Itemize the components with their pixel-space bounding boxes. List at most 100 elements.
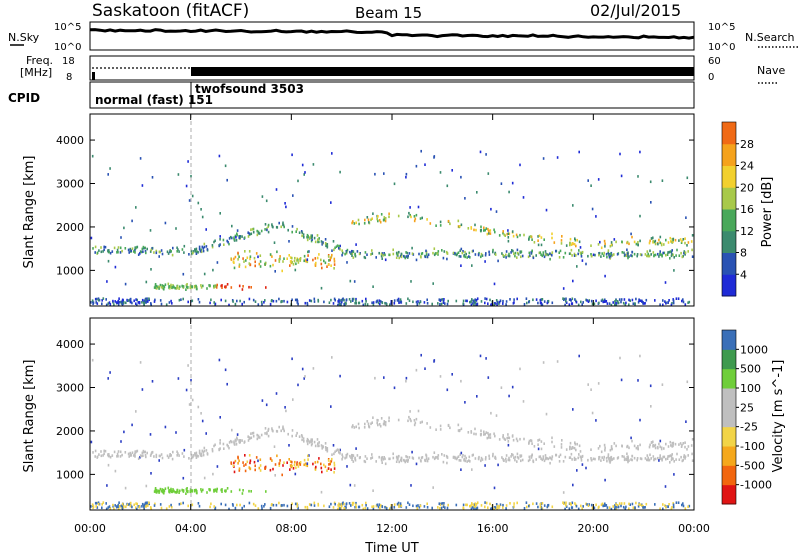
- range-gate-cell: [608, 457, 610, 461]
- range-gate-cell: [374, 376, 376, 380]
- range-gate-cell: [151, 451, 153, 454]
- range-gate-cell: [590, 388, 592, 391]
- range-gate-cell: [544, 250, 547, 253]
- range-gate-cell: [635, 297, 637, 301]
- range-gate-cell: [540, 236, 543, 239]
- range-gate-cell: [283, 299, 285, 303]
- range-gate-cell: [238, 236, 241, 240]
- range-gate-cell: [202, 284, 204, 288]
- range-gate-cell: [668, 503, 670, 506]
- range-gate-cell: [412, 504, 414, 508]
- range-gate-cell: [139, 454, 142, 457]
- range-gate-cell: [411, 252, 414, 255]
- range-gate-cell: [426, 459, 429, 463]
- range-gate-cell: [326, 449, 329, 453]
- range-gate-cell: [451, 373, 453, 376]
- range-gate-cell: [542, 253, 545, 256]
- range-gate-cell: [221, 488, 223, 491]
- range-gate-cell: [647, 252, 649, 256]
- range-gate-cell: [466, 299, 468, 303]
- range-gate-cell: [608, 302, 611, 305]
- range-gate-cell: [530, 439, 532, 442]
- nave-tick-low: 0: [708, 72, 714, 83]
- range-gate-cell: [677, 297, 680, 300]
- range-gate-cell: [271, 255, 273, 258]
- range-gate-cell: [480, 252, 483, 256]
- range-gate-cell: [513, 456, 515, 460]
- power-colorbar-label: Power [dB]: [760, 177, 775, 248]
- range-gate-cell: [195, 451, 198, 455]
- range-gate-cell: [673, 269, 675, 272]
- range-gate-cell: [416, 303, 419, 306]
- range-gate-cell: [489, 232, 492, 235]
- range-gate-cell: [129, 501, 132, 505]
- range-gate-cell: [332, 302, 335, 305]
- range-gate-cell: [646, 454, 649, 457]
- range-gate-cell: [500, 182, 503, 185]
- range-gate-cell: [645, 502, 648, 506]
- range-gate-cell: [193, 489, 196, 492]
- range-gate-cell: [259, 265, 262, 268]
- range-gate-cell: [376, 421, 378, 425]
- range-gate-cell: [443, 250, 446, 253]
- range-gate-cell: [234, 438, 237, 442]
- range-gate-cell: [109, 167, 111, 170]
- range-gate-cell: [571, 458, 573, 461]
- range-gate-cell: [558, 455, 560, 458]
- range-gate-cell: [181, 248, 184, 251]
- range-gate-cell: [413, 219, 416, 223]
- range-gate-cell: [484, 505, 486, 509]
- y-tick-label: 3000: [56, 178, 84, 191]
- range-gate-cell: [615, 303, 618, 307]
- range-gate-cell: [587, 383, 589, 386]
- range-gate-cell: [564, 507, 566, 511]
- range-gate-cell: [480, 228, 482, 232]
- range-gate-cell: [569, 241, 571, 245]
- range-gate-cell: [383, 172, 385, 175]
- range-gate-cell: [328, 259, 330, 262]
- range-gate-cell: [673, 473, 675, 476]
- range-gate-cell: [145, 300, 147, 304]
- range-gate-cell: [531, 249, 533, 253]
- range-gate-cell: [647, 456, 649, 460]
- y-tick-label: 1000: [56, 264, 84, 277]
- range-gate-cell: [158, 454, 161, 458]
- range-gate-cell: [299, 463, 302, 466]
- range-gate-cell: [395, 256, 398, 259]
- range-gate-cell: [521, 458, 524, 462]
- range-gate-cell: [416, 507, 419, 510]
- range-gate-cell: [523, 303, 526, 306]
- range-gate-cell: [91, 154, 94, 158]
- range-gate-cell: [381, 505, 384, 509]
- range-gate-cell: [343, 502, 345, 506]
- range-gate-cell: [405, 506, 408, 509]
- range-gate-cell: [645, 298, 648, 302]
- range-gate-cell: [495, 299, 498, 302]
- range-gate-cell: [213, 488, 215, 492]
- range-gate-cell: [593, 506, 596, 510]
- range-gate-cell: [632, 302, 635, 305]
- range-gate-cell: [507, 239, 510, 243]
- range-gate-cell: [169, 286, 171, 290]
- range-gate-cell: [139, 157, 142, 160]
- range-gate-cell: [574, 502, 576, 505]
- range-gate-cell: [473, 507, 475, 511]
- range-gate-cell: [203, 446, 206, 450]
- range-gate-cell: [519, 233, 521, 237]
- range-gate-cell: [570, 452, 573, 456]
- range-gate-cell: [623, 502, 626, 505]
- range-gate-cell: [473, 432, 475, 436]
- range-gate-cell: [236, 232, 238, 236]
- range-gate-cell: [364, 422, 366, 426]
- range-gate-cell: [273, 445, 276, 448]
- range-gate-cell: [338, 448, 341, 452]
- range-gate-cell: [638, 503, 640, 506]
- range-gate-cell: [608, 506, 611, 509]
- range-gate-cell: [153, 455, 155, 458]
- range-gate-cell: [667, 251, 669, 254]
- range-gate-cell: [403, 458, 405, 462]
- range-gate-cell: [383, 252, 385, 255]
- range-gate-cell: [306, 442, 309, 446]
- range-gate-cell: [609, 255, 612, 259]
- range-gate-cell: [291, 230, 293, 234]
